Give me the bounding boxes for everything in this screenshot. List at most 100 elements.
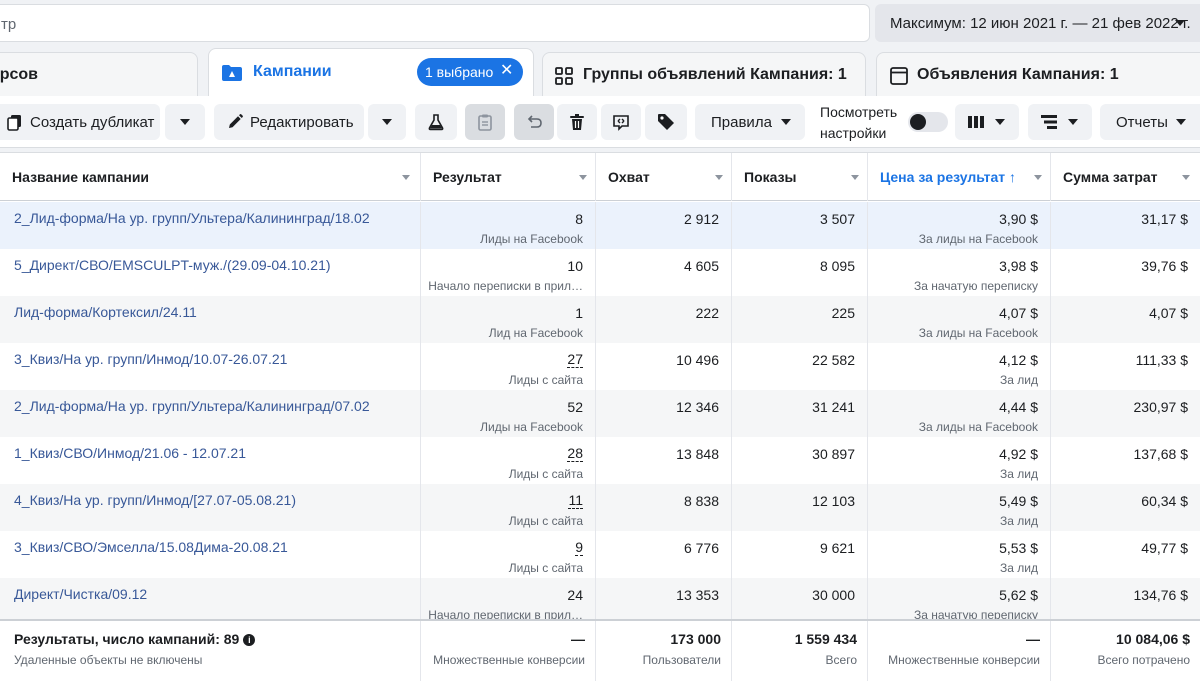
result-type: Лиды с сайта <box>508 514 583 528</box>
table-row[interactable]: 1_Квиз/СВО/Инмод/21.06 - 12.07.21 28 Лиды… <box>0 437 1200 484</box>
chevron-down-icon <box>781 119 791 125</box>
date-range-picker[interactable]: Максимум: 12 июн 2021 г. — 21 фев 2022 г… <box>875 4 1200 42</box>
column-header-reach-label: Охват <box>608 169 650 185</box>
clipboard-button[interactable] <box>465 104 505 140</box>
breakdown-icon <box>1041 115 1057 129</box>
sort-caret-icon[interactable] <box>715 175 723 180</box>
table-row[interactable]: Лид-форма/Кортексил/24.11 1 Лид на Facebo… <box>0 296 1200 343</box>
column-header-name[interactable]: Название кампании <box>0 153 421 201</box>
tab-campaigns-label: Кампании <box>253 63 332 80</box>
reports-button-label: Отчеты <box>1116 114 1168 131</box>
cell-cost: 3,90 $ За лиды на Facebook <box>868 202 1051 249</box>
cell-spend: 60,34 $ <box>1051 484 1200 531</box>
table-row[interactable]: Директ/Чистка/09.12 24 Начало переписки в… <box>0 578 1200 619</box>
sort-caret-icon[interactable] <box>1034 175 1042 180</box>
table-row[interactable]: 2_Лид-форма/На ур. групп/Ультера/Калинин… <box>0 390 1200 437</box>
sort-caret-icon[interactable] <box>579 175 587 180</box>
result-type: Лиды с сайта <box>508 561 583 575</box>
totals-reach-sub: Пользователи <box>642 653 721 667</box>
cell-spend: 134,76 $ <box>1051 578 1200 619</box>
date-range-label[interactable]: Максимум: 12 июн 2021 г. — 21 фев 2022 г… <box>890 15 1191 32</box>
impressions-value: 31 241 <box>812 399 855 415</box>
result-value: 1 <box>575 305 583 321</box>
campaign-link[interactable]: 4_Квиз/На ур. групп/Инмод/[27.07-05.08.2… <box>14 492 296 508</box>
tab-ad-groups[interactable]: Группы объявлений Кампания: 1 <box>542 52 866 96</box>
tab-ads[interactable]: Объявления Кампания: 1 <box>876 52 1200 96</box>
cell-impressions: 30 000 <box>732 578 868 619</box>
cost-type: За лид <box>1000 467 1038 481</box>
result-value[interactable]: 28 <box>567 445 583 462</box>
edit-button[interactable]: Редактировать <box>214 104 364 140</box>
reach-value: 8 838 <box>683 493 719 509</box>
cost-type: За лид <box>1000 373 1038 387</box>
search-input[interactable]: тр <box>0 4 870 42</box>
result-type: Лид на Facebook <box>488 326 583 340</box>
sort-caret-icon[interactable] <box>402 175 410 180</box>
search-input-value[interactable]: тр <box>1 16 17 33</box>
undo-button[interactable] <box>514 104 554 140</box>
duplicate-options-button[interactable] <box>165 104 205 140</box>
sort-caret-icon[interactable] <box>1182 175 1190 180</box>
cell-name: 2_Лид-форма/На ур. групп/Ультера/Калинин… <box>0 202 421 249</box>
cell-reach: 13 848 <box>596 437 732 484</box>
toggle-knob <box>910 114 926 130</box>
cost-type: За лиды на Facebook <box>918 326 1038 340</box>
delete-button[interactable] <box>557 104 597 140</box>
column-header-result[interactable]: Результат <box>421 153 596 201</box>
cost-type: За лид <box>1000 561 1038 575</box>
result-value[interactable]: 27 <box>567 351 583 368</box>
reports-button[interactable]: Отчеты <box>1100 104 1200 140</box>
cost-value: 5,53 $ <box>999 540 1038 556</box>
selected-count-pill[interactable]: 1 выбрано ✕ <box>417 58 523 86</box>
campaign-link[interactable]: 1_Квиз/СВО/Инмод/21.06 - 12.07.21 <box>14 445 246 461</box>
cell-reach: 2 912 <box>596 202 732 249</box>
campaign-link[interactable]: 3_Квиз/СВО/Эмселла/15.08Дима-20.08.21 <box>14 539 288 555</box>
campaign-link[interactable]: 2_Лид-форма/На ур. групп/Ультера/Калинин… <box>14 210 370 226</box>
column-header-reach[interactable]: Охват <box>596 153 732 201</box>
column-header-result-label: Результат <box>433 169 502 185</box>
table-row[interactable]: 4_Квиз/На ур. групп/Инмод/[27.07-05.08.2… <box>0 484 1200 531</box>
campaign-link[interactable]: 5_Директ/СВО/EMSCULPT-муж./(29.09-04.10.… <box>14 257 331 273</box>
impressions-value: 22 582 <box>812 352 855 368</box>
result-type: Лиды с сайта <box>508 467 583 481</box>
tag-icon <box>658 114 674 130</box>
cost-type: За лиды на Facebook <box>918 420 1038 434</box>
tab-resources[interactable]: урсов <box>0 52 198 96</box>
tab-campaigns[interactable]: Кампании 1 выбрано ✕ <box>208 48 534 96</box>
column-header-impressions[interactable]: Показы <box>732 153 868 201</box>
result-value[interactable]: 11 <box>568 492 583 509</box>
table-row[interactable]: 5_Директ/СВО/EMSCULPT-муж./(29.09-04.10.… <box>0 249 1200 296</box>
cell-impressions: 9 621 <box>732 531 868 578</box>
campaign-link[interactable]: 3_Квиз/На ур. групп/Инмод/10.07-26.07.21 <box>14 351 288 367</box>
campaign-link[interactable]: 2_Лид-форма/На ур. групп/Ультера/Калинин… <box>14 398 370 414</box>
ab-test-button[interactable] <box>415 104 457 140</box>
campaign-link[interactable]: Лид-форма/Кортексил/24.11 <box>14 304 197 320</box>
totals-reach-cell: 173 000 Пользователи <box>596 621 732 681</box>
table-row[interactable]: 3_Квиз/СВО/Эмселла/15.08Дима-20.08.21 9 Л… <box>0 531 1200 578</box>
cell-impressions: 22 582 <box>732 343 868 390</box>
cell-cost: 5,53 $ За лид <box>868 531 1051 578</box>
table-row[interactable]: 3_Квиз/На ур. групп/Инмод/10.07-26.07.21… <box>0 343 1200 390</box>
view-settings-toggle[interactable] <box>908 112 948 132</box>
column-header-cost-per-result[interactable]: Цена за результат ↑ <box>868 153 1051 201</box>
column-header-spend[interactable]: Сумма затрат <box>1051 153 1200 201</box>
preview-button[interactable] <box>601 104 641 140</box>
edit-options-button[interactable] <box>368 104 406 140</box>
impressions-value: 8 095 <box>819 258 855 274</box>
campaign-link[interactable]: Директ/Чистка/09.12 <box>14 586 148 602</box>
totals-title-text: Результаты, число кампаний: 89 <box>14 631 240 647</box>
duplicate-button[interactable]: Создать дубликат <box>0 104 160 140</box>
rules-button[interactable]: Правила <box>695 104 805 140</box>
table-row[interactable]: 2_Лид-форма/На ур. групп/Ультера/Калинин… <box>0 202 1200 249</box>
breakdown-button[interactable] <box>1028 104 1092 140</box>
close-icon[interactable]: ✕ <box>500 62 514 79</box>
columns-button[interactable] <box>955 104 1019 140</box>
result-value[interactable]: 9 <box>575 539 583 556</box>
tab-ads-label: Объявления Кампания: 1 <box>917 66 1119 83</box>
tag-button[interactable] <box>645 104 687 140</box>
cell-name: 4_Квиз/На ур. групп/Инмод/[27.07-05.08.2… <box>0 484 421 531</box>
sort-caret-icon[interactable] <box>851 175 859 180</box>
result-type: Начало переписки в прил… <box>428 608 583 619</box>
column-header-impressions-label: Показы <box>744 169 797 185</box>
info-icon[interactable]: i <box>243 634 256 646</box>
